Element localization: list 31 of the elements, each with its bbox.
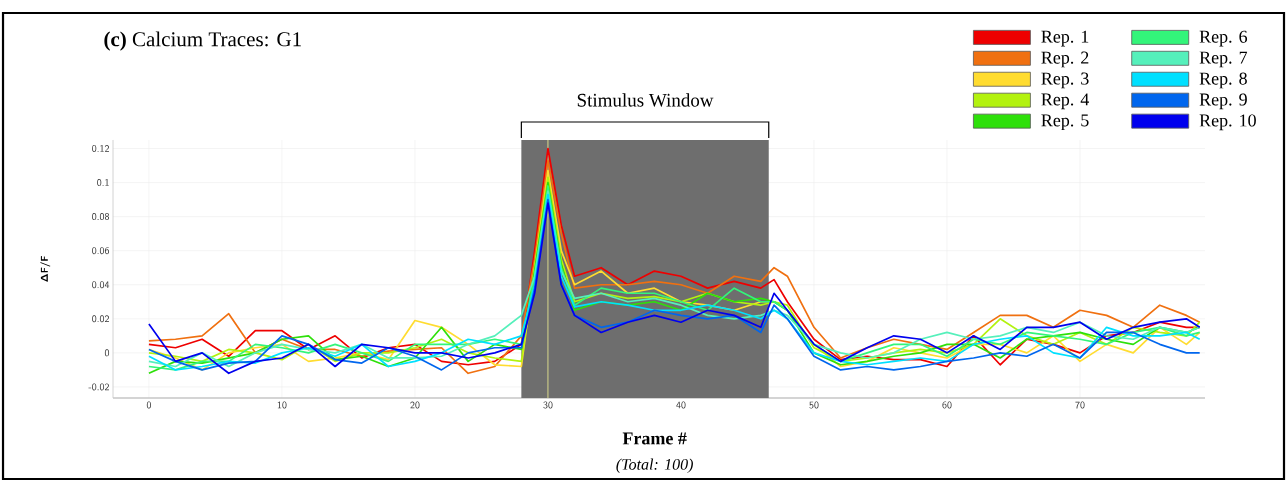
y-tick-label: 0.12 <box>92 144 109 152</box>
x-tick-label: 50 <box>809 401 819 409</box>
x-tick-label: 0 <box>146 401 152 409</box>
legend-label: Rep. 9 <box>1199 93 1247 110</box>
y-tick-label: -0.02 <box>88 383 109 391</box>
x-tick-label: 70 <box>1075 401 1085 409</box>
x-tick-label: 40 <box>676 401 686 409</box>
y-tick-label: 0 <box>104 349 110 357</box>
legend-label: Rep. 2 <box>1041 51 1089 68</box>
legend-label: Rep. 8 <box>1199 72 1247 89</box>
y-tick-label: 0.04 <box>92 281 110 289</box>
legend-label: Rep. 3 <box>1041 72 1089 89</box>
x-tick-label: 60 <box>942 401 952 409</box>
x-tick-label: 20 <box>410 401 420 409</box>
chart-title: (c) Calcium Traces: G1 <box>104 31 301 51</box>
y-tick-label: 0.06 <box>92 247 110 255</box>
y-axis-title: ΔF/F <box>40 256 51 282</box>
legend-label: Rep. 7 <box>1199 51 1248 68</box>
y-tick-label: 0.1 <box>97 179 109 187</box>
text: (Total: 100) <box>616 458 693 474</box>
x-tick-label: 30 <box>543 401 553 409</box>
band-label: Stimulus Window <box>577 93 714 107</box>
legend-label: Rep. 10 <box>1199 114 1256 131</box>
y-tick-label: 0.02 <box>92 315 109 323</box>
x-axis-title: Frame # <box>622 432 687 445</box>
legend-label: Rep. 1 <box>1041 30 1089 47</box>
legend-label: Rep. 4 <box>1041 93 1090 110</box>
x-tick-label: 10 <box>277 401 287 409</box>
legend-label: Rep. 6 <box>1199 30 1248 47</box>
legend-label: Rep. 5 <box>1041 114 1089 131</box>
y-tick-label: 0.08 <box>92 213 110 221</box>
